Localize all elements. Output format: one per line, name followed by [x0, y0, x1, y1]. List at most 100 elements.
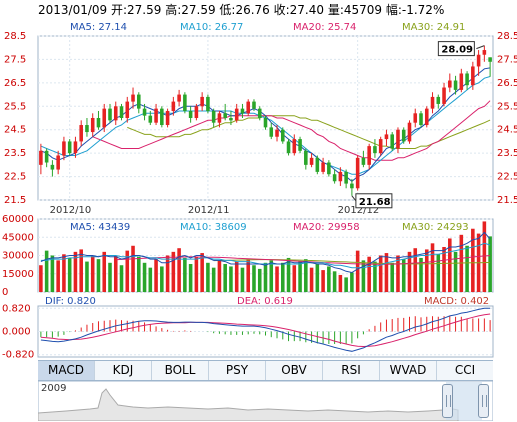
volume-bar	[96, 259, 101, 292]
candle-body	[442, 87, 446, 104]
volume-bar	[482, 221, 487, 292]
candle-body	[240, 108, 245, 114]
annotation-box	[437, 41, 475, 57]
volume-bar	[85, 261, 89, 292]
candle-body	[90, 118, 95, 133]
candle-body	[229, 118, 233, 121]
tab-kdj[interactable]: KDJ	[95, 361, 152, 380]
macd-legend-1: DEA: 0.619	[237, 296, 293, 307]
volume-bar	[488, 236, 492, 292]
volume-bar	[315, 264, 320, 292]
volume-ma10-line	[40, 242, 491, 269]
macd-dif-line	[40, 307, 491, 352]
ohlc-header: 2013/01/09 开:27.59 高:27.59 低:26.76 收:27.…	[38, 3, 445, 17]
volume-bar	[113, 255, 118, 292]
volume-bar	[194, 256, 199, 292]
candle-body	[332, 174, 337, 182]
candle-body	[79, 125, 83, 142]
volume-bar	[384, 253, 389, 292]
volume-bar	[50, 255, 55, 292]
volume-bar	[148, 267, 153, 292]
volume-bar	[171, 251, 176, 292]
volume-legend-2: MA20: 29958	[293, 222, 360, 233]
price-tick-right: 26.5	[497, 78, 517, 89]
volume-bar	[286, 257, 291, 292]
candle-body	[459, 73, 464, 90]
volume-bar	[79, 249, 83, 292]
candle-body	[96, 118, 101, 128]
volume-bar	[338, 274, 343, 292]
price-tick-left: 22.5	[4, 172, 26, 183]
macd-dea-line	[40, 313, 491, 348]
candle-body	[309, 157, 314, 165]
candle-body	[430, 96, 435, 109]
candle-body	[39, 150, 43, 165]
price-legend-0: MA5: 27.14	[70, 22, 128, 33]
volume-legend-0: MA5: 43439	[70, 222, 131, 233]
price-high-label: 28.09	[441, 45, 473, 56]
candle-body	[257, 108, 262, 118]
volume-tick: 0	[2, 287, 8, 298]
volume-bar	[367, 256, 371, 292]
volume-bar	[280, 262, 285, 292]
candle-body	[476, 54, 481, 67]
candle-body	[298, 139, 302, 151]
volume-bar	[448, 238, 452, 292]
candle-body	[361, 157, 366, 165]
volume-bar	[442, 246, 446, 292]
volume-bar	[217, 260, 222, 292]
annotation-box	[355, 193, 393, 209]
price-tick-left: 24.5	[4, 125, 26, 136]
navigator-right-handle[interactable]	[478, 384, 489, 418]
price-tick-left: 25.5	[4, 101, 26, 112]
candle-body	[56, 155, 60, 170]
candle-body	[252, 101, 256, 109]
candle-body	[453, 80, 458, 90]
candle-body	[234, 108, 239, 121]
navigator-left-handle[interactable]	[442, 384, 453, 418]
candle-body	[373, 146, 377, 154]
volume-bar	[62, 254, 66, 292]
volume-bar	[177, 248, 181, 292]
volume-bar	[229, 266, 233, 292]
chart-canvas: 28.5 28.5 27.5 27.5 26.5 26.5 25.5 25.5 24.5 24.5…	[2, 31, 517, 360]
time-navigator[interactable]: 2009	[38, 381, 493, 421]
volume-bar	[361, 260, 366, 292]
candle-body	[73, 141, 78, 154]
tab-wvad[interactable]: WVAD	[380, 361, 437, 380]
volume-legend-1: MA10: 38609	[180, 222, 247, 233]
volume-bar	[465, 245, 469, 292]
tab-obv[interactable]: OBV	[266, 361, 323, 380]
tab-macd[interactable]: MACD	[38, 361, 95, 380]
candle-body	[154, 108, 158, 123]
candle-body	[471, 66, 475, 86]
candle-body	[390, 134, 394, 149]
candle-body	[424, 108, 429, 126]
tab-boll[interactable]: BOLL	[152, 361, 209, 380]
candle-body	[292, 139, 297, 154]
macd-legend-0: DIF: 0.820	[45, 296, 96, 307]
volume-bar	[223, 264, 227, 292]
price-legend-2: MA20: 25.74	[293, 22, 357, 33]
price-tick-left: 21.5	[4, 195, 26, 206]
volume-bar	[240, 267, 245, 292]
price-tick-left: 23.5	[4, 148, 26, 159]
candle-body	[280, 129, 285, 142]
volume-bar	[119, 265, 124, 292]
volume-bar	[436, 254, 441, 292]
candle-body	[44, 150, 49, 163]
price-tick-right: 27.5	[497, 54, 517, 65]
tab-rsi[interactable]: RSI	[323, 361, 380, 380]
candle-body	[160, 108, 164, 126]
volume-tick: 30000	[2, 251, 34, 262]
volume-bar	[309, 267, 314, 292]
candle-body	[113, 106, 118, 121]
tab-cci[interactable]: CCI	[454, 363, 476, 377]
volume-bar	[390, 262, 394, 292]
volume-bar	[154, 259, 158, 292]
tab-psy[interactable]: PSY	[209, 361, 266, 380]
volume-bar	[430, 243, 435, 292]
candle-body	[355, 157, 360, 189]
volume-bar	[401, 259, 406, 292]
candle-body	[419, 113, 423, 126]
